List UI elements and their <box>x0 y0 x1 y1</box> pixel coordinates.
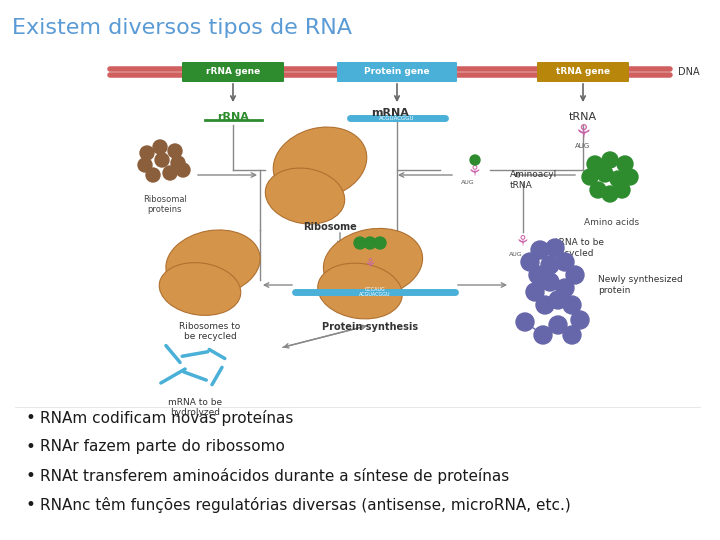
Text: AUG: AUG <box>462 179 474 185</box>
FancyBboxPatch shape <box>537 62 629 82</box>
Circle shape <box>597 166 613 182</box>
Text: •: • <box>25 496 35 514</box>
Circle shape <box>140 146 154 160</box>
Text: Aminoacyl
tRNA: Aminoacyl tRNA <box>510 170 557 190</box>
Circle shape <box>590 182 606 198</box>
Text: RNAt transferem aminoácidos durante a síntese de proteínas: RNAt transferem aminoácidos durante a sí… <box>40 468 509 484</box>
Text: rRNA gene: rRNA gene <box>206 68 260 77</box>
Circle shape <box>556 279 574 297</box>
Circle shape <box>534 326 552 344</box>
Circle shape <box>563 296 581 314</box>
Text: DNA: DNA <box>678 67 700 77</box>
Circle shape <box>556 253 574 271</box>
Text: •: • <box>25 409 35 427</box>
Circle shape <box>582 169 598 185</box>
Circle shape <box>602 152 618 168</box>
Text: ⚘: ⚘ <box>364 259 376 272</box>
Circle shape <box>516 313 534 331</box>
Circle shape <box>541 273 559 291</box>
Text: ⚘: ⚘ <box>468 165 482 179</box>
Text: tRNA: tRNA <box>569 112 597 122</box>
Circle shape <box>138 158 152 172</box>
Circle shape <box>529 266 547 284</box>
Ellipse shape <box>318 263 402 319</box>
Text: Ribosomes to
be recycled: Ribosomes to be recycled <box>179 322 240 341</box>
Ellipse shape <box>323 228 423 298</box>
Text: mRNA to be
hydrolyzed: mRNA to be hydrolyzed <box>168 398 222 417</box>
Circle shape <box>610 171 626 187</box>
Text: CCCAUG
ACGUACGGU: CCCAUG ACGUACGGU <box>359 287 391 298</box>
Ellipse shape <box>166 230 260 296</box>
Circle shape <box>470 155 480 165</box>
Circle shape <box>622 169 638 185</box>
Circle shape <box>364 237 376 249</box>
Circle shape <box>563 326 581 344</box>
Circle shape <box>541 256 559 274</box>
Text: RNAr fazem parte do ribossomo: RNAr fazem parte do ribossomo <box>40 440 285 455</box>
Text: AUG: AUG <box>575 143 590 149</box>
Circle shape <box>153 140 167 154</box>
Circle shape <box>549 316 567 334</box>
Text: RNAnc têm funções regulatórias diversas (antisense, microRNA, etc.): RNAnc têm funções regulatórias diversas … <box>40 497 571 513</box>
Text: RNAm codificam novas proteínas: RNAm codificam novas proteínas <box>40 410 293 426</box>
Text: •: • <box>25 438 35 456</box>
Circle shape <box>546 239 564 257</box>
Circle shape <box>146 168 160 182</box>
Ellipse shape <box>273 127 366 199</box>
Circle shape <box>614 182 630 198</box>
Circle shape <box>176 163 190 177</box>
Text: Amino acids: Amino acids <box>585 218 639 227</box>
Circle shape <box>602 186 618 202</box>
Text: tRNA to be
recycled: tRNA to be recycled <box>555 238 604 258</box>
Text: rRNA: rRNA <box>217 112 249 122</box>
Text: ⚘: ⚘ <box>575 123 592 141</box>
Text: ⚘: ⚘ <box>516 234 530 249</box>
Circle shape <box>354 237 366 249</box>
Circle shape <box>521 253 539 271</box>
Text: Protein synthesis: Protein synthesis <box>322 322 418 332</box>
Text: •: • <box>25 467 35 485</box>
Ellipse shape <box>265 168 345 224</box>
Text: Ribosomal
proteins: Ribosomal proteins <box>143 195 187 214</box>
Circle shape <box>531 241 549 259</box>
Circle shape <box>168 144 182 158</box>
Circle shape <box>617 156 633 172</box>
FancyBboxPatch shape <box>337 62 457 82</box>
Text: Existem diversos tipos de RNA: Existem diversos tipos de RNA <box>12 18 352 38</box>
Text: Ribosome: Ribosome <box>303 222 357 232</box>
Text: tRNA gene: tRNA gene <box>556 68 610 77</box>
Text: Newly synthesized
protein: Newly synthesized protein <box>598 275 683 295</box>
Text: AUG: AUG <box>509 253 523 258</box>
Circle shape <box>571 311 589 329</box>
Ellipse shape <box>159 262 240 315</box>
Circle shape <box>374 237 386 249</box>
FancyBboxPatch shape <box>182 62 284 82</box>
Circle shape <box>549 291 567 309</box>
Circle shape <box>526 283 544 301</box>
Circle shape <box>536 296 554 314</box>
Circle shape <box>163 166 177 180</box>
Text: Protein gene: Protein gene <box>364 68 430 77</box>
Circle shape <box>155 153 169 167</box>
Circle shape <box>566 266 584 284</box>
Circle shape <box>587 156 603 172</box>
Circle shape <box>171 156 185 170</box>
Text: ACGUACGGU: ACGUACGGU <box>379 116 415 120</box>
Text: mRNA: mRNA <box>371 108 409 118</box>
